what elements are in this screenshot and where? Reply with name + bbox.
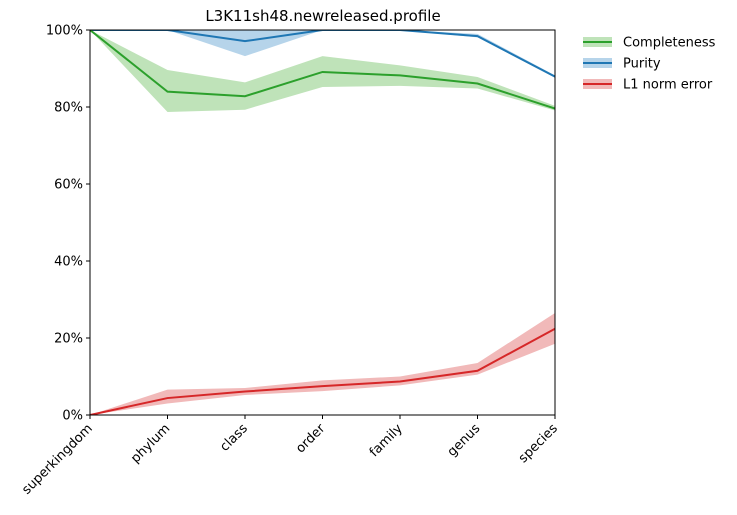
x-axis: superkingdom phylum class order family genus s… xyxy=(19,415,561,498)
legend-label: Completeness xyxy=(623,36,716,51)
y-tick-label: 20% xyxy=(54,332,83,347)
legend-item-purity: Purity xyxy=(583,57,661,72)
y-tick-label: 80% xyxy=(54,101,83,116)
legend-label: L1 norm error xyxy=(623,78,713,93)
legend: Completeness Purity L1 norm error xyxy=(583,36,716,93)
x-tick-label-family: family xyxy=(367,421,406,460)
legend-label: Purity xyxy=(623,57,661,72)
l1-norm-error-band xyxy=(90,312,555,415)
x-tick-label-species: species xyxy=(516,421,561,466)
y-tick-label: 100% xyxy=(46,24,83,39)
x-tick-label-order: order xyxy=(293,421,329,457)
purity-line xyxy=(90,30,555,78)
x-tick-label-class: class xyxy=(217,421,251,455)
l1-norm-error-line xyxy=(90,327,555,415)
y-tick-label: 0% xyxy=(62,409,83,424)
y-tick-label: 40% xyxy=(54,255,83,270)
chart-title: L3K11sh48.newreleased.profile xyxy=(205,7,440,25)
completeness-line xyxy=(90,30,555,110)
legend-item-completeness: Completeness xyxy=(583,36,716,51)
series-lines xyxy=(90,30,555,415)
purity-band xyxy=(90,30,555,78)
x-tick-label-phylum: phylum xyxy=(128,421,173,466)
x-tick-label-superkingdom: superkingdom xyxy=(19,421,95,497)
legend-item-l1-norm-error: L1 norm error xyxy=(583,78,713,93)
y-tick-label: 60% xyxy=(54,178,83,193)
confidence-bands xyxy=(90,30,555,415)
y-axis: 0% 20% 40% 60% 80% 100% xyxy=(46,24,90,424)
x-tick-label-genus: genus xyxy=(445,421,484,460)
